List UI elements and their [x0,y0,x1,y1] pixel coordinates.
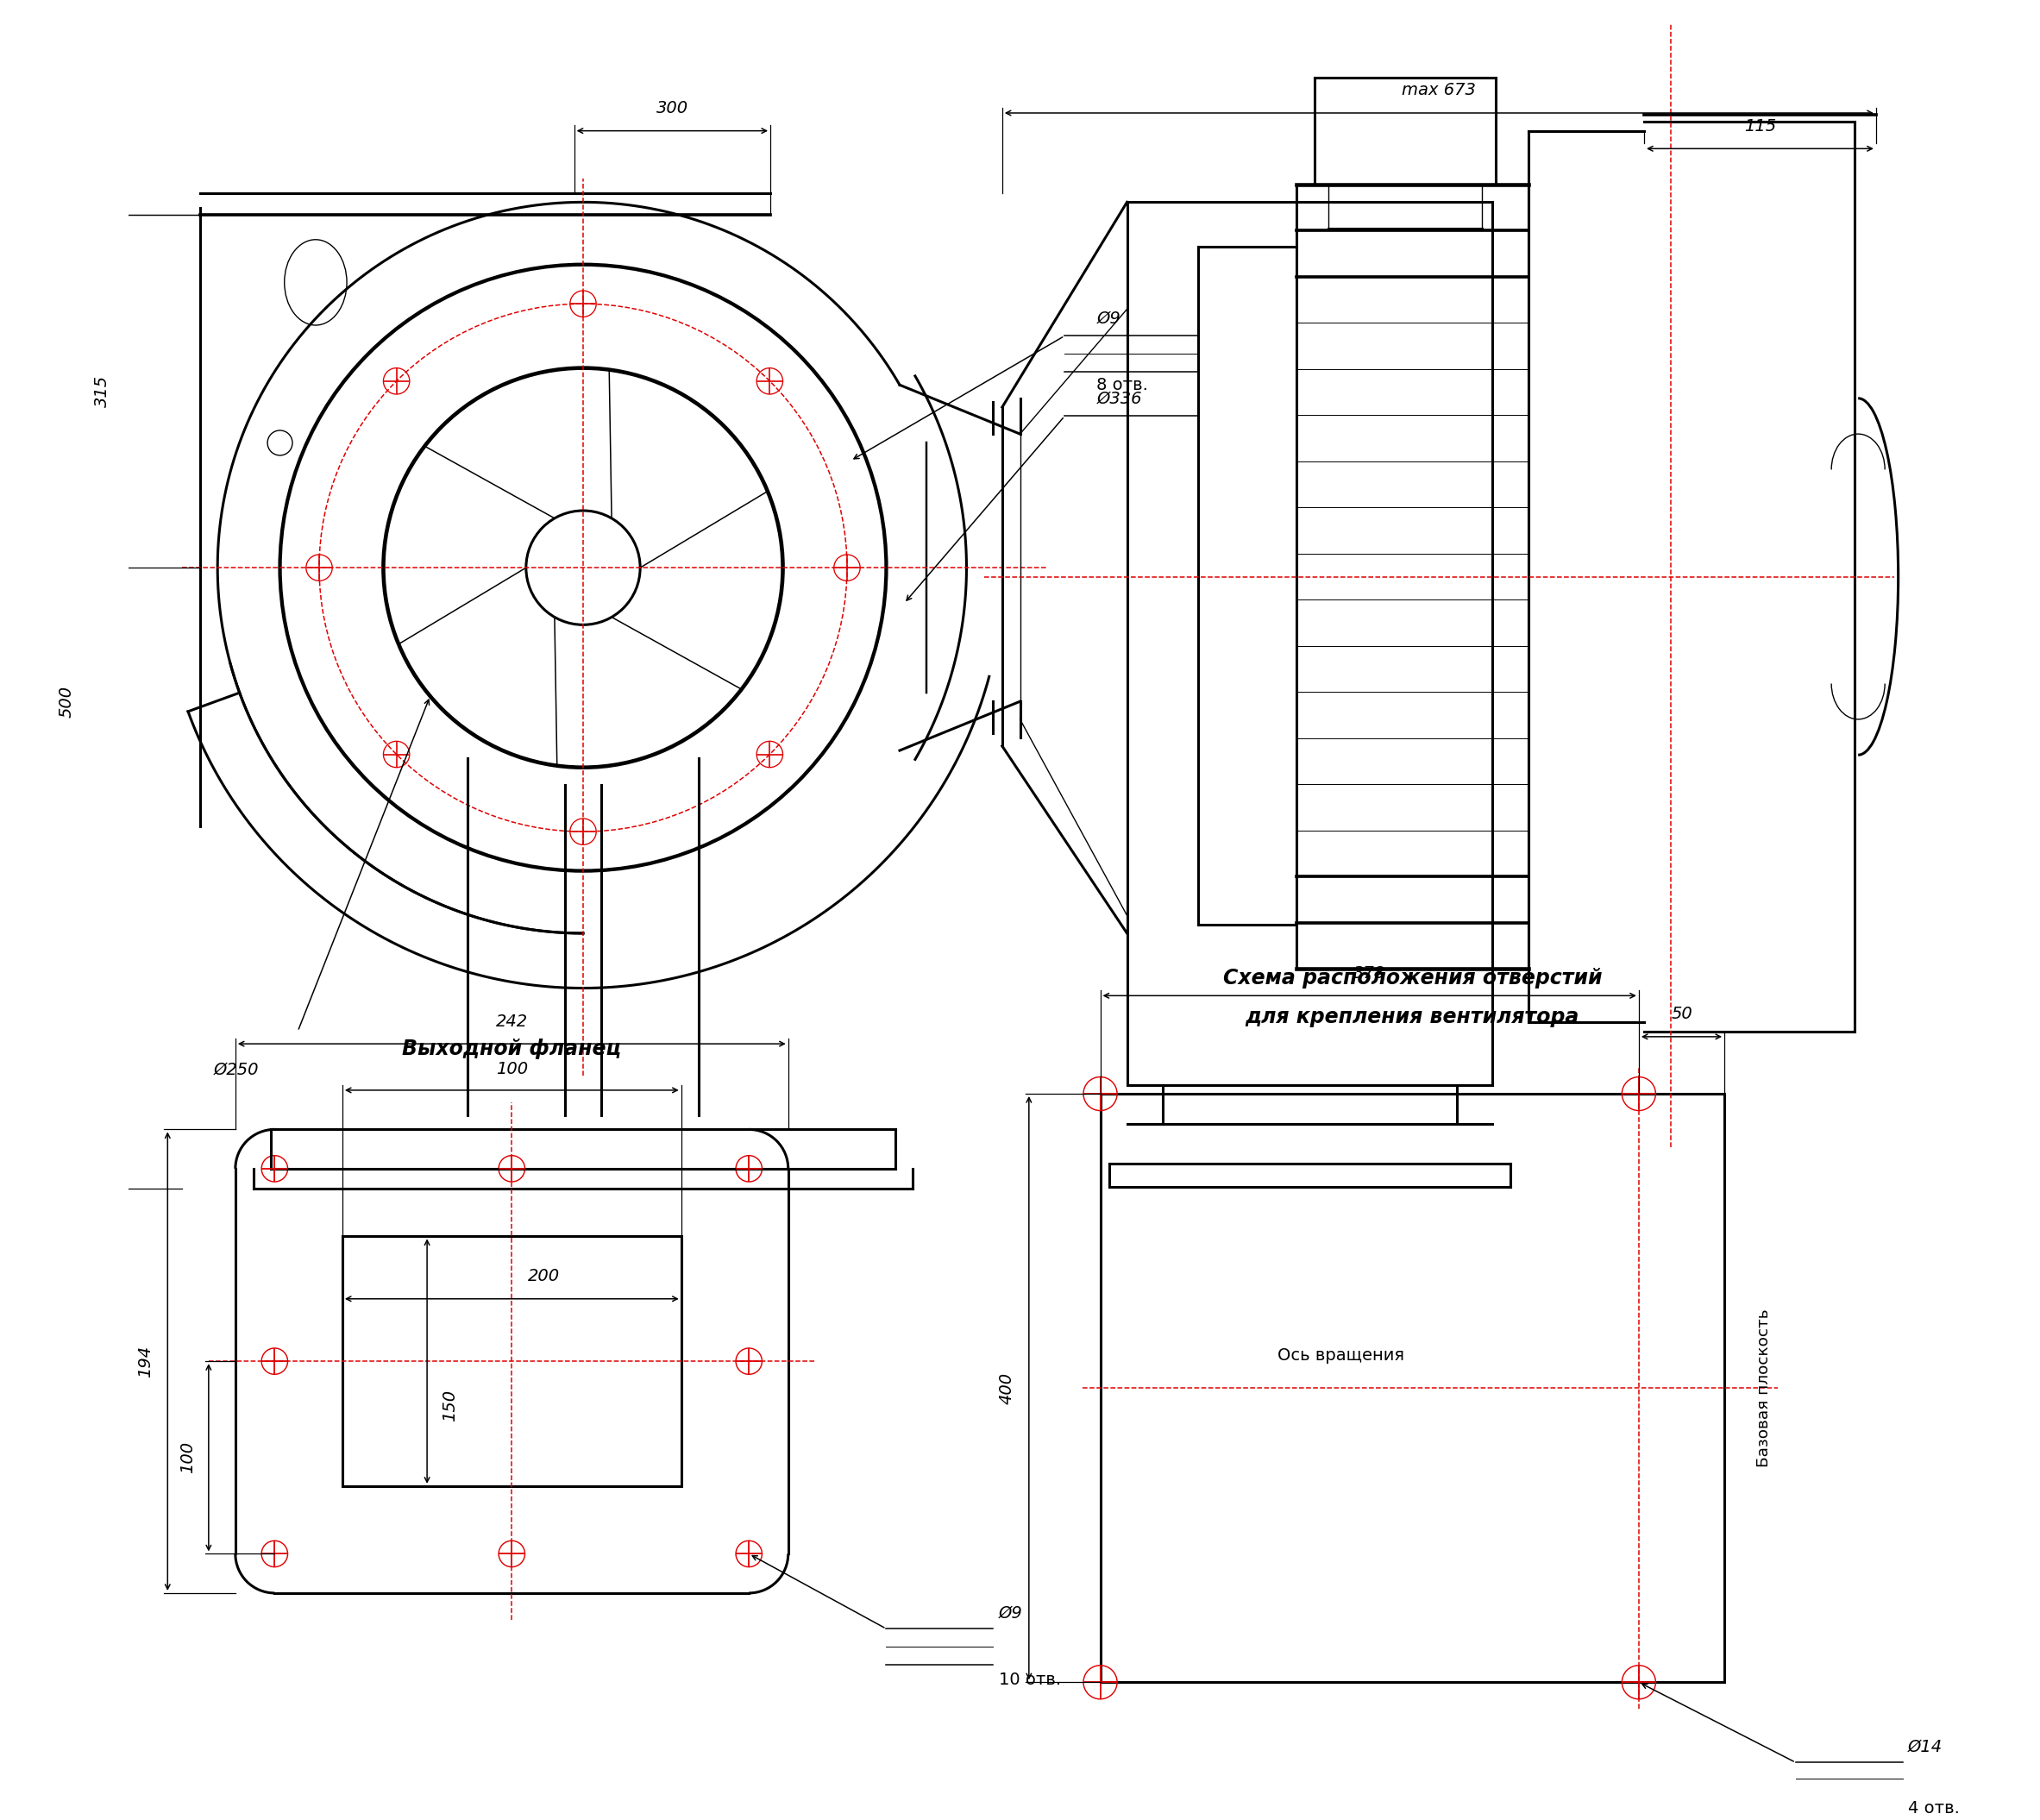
Text: 115: 115 [1744,118,1777,135]
Text: 4 отв.: 4 отв. [1907,1800,1960,1816]
Text: Ось вращения: Ось вращения [1277,1347,1404,1363]
Text: 242: 242 [496,1014,528,1030]
Text: 378: 378 [1353,965,1385,981]
Text: Выходной фланец: Выходной фланец [402,1039,622,1059]
Text: Ø9: Ø9 [1098,311,1120,328]
Text: 50: 50 [1671,1006,1693,1023]
Text: 10 отв.: 10 отв. [1000,1671,1061,1687]
Text: 150: 150 [441,1390,457,1421]
Text: 400: 400 [998,1372,1014,1403]
Text: 100: 100 [496,1061,528,1077]
Text: 500: 500 [59,686,75,717]
Text: 300: 300 [657,100,687,116]
Text: 200: 200 [528,1269,559,1285]
Text: для крепления вентилятора: для крепления вентилятора [1244,1006,1579,1028]
Text: Базовая плоскость: Базовая плоскость [1756,1309,1771,1467]
Bar [343,1236,681,1487]
Text: 194: 194 [137,1345,153,1378]
Text: Ø250: Ø250 [214,1061,259,1077]
Bar [1100,1094,1724,1682]
Text: 8 отв.: 8 отв. [1098,377,1149,393]
Text: max 673: max 673 [1401,82,1477,98]
Text: Ø336: Ø336 [1098,391,1142,408]
Text: Ø9: Ø9 [1000,1605,1022,1622]
Text: Схема расположения отверстий: Схема расположения отверстий [1222,968,1601,988]
Text: 315: 315 [94,375,110,408]
Text: 100: 100 [180,1441,196,1474]
Text: Ø14: Ø14 [1907,1738,1942,1754]
